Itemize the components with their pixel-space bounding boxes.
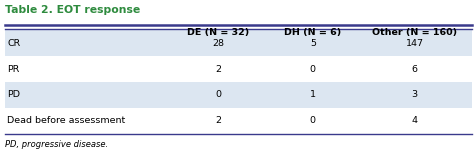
Text: 0: 0 bbox=[310, 116, 316, 125]
Text: DH (N = 6): DH (N = 6) bbox=[284, 28, 341, 37]
Text: Dead before assessment: Dead before assessment bbox=[7, 116, 125, 125]
Text: Other (N = 160): Other (N = 160) bbox=[372, 28, 457, 37]
Text: PR: PR bbox=[7, 64, 19, 74]
Text: 2: 2 bbox=[215, 64, 221, 74]
Text: PD, progressive disease.: PD, progressive disease. bbox=[5, 140, 108, 149]
Text: PD: PD bbox=[7, 90, 20, 99]
Text: 147: 147 bbox=[406, 39, 424, 48]
Text: 1: 1 bbox=[310, 90, 316, 99]
Text: 4: 4 bbox=[412, 116, 418, 125]
Text: 2: 2 bbox=[215, 116, 221, 125]
Text: 3: 3 bbox=[412, 90, 418, 99]
Text: DE (N = 32): DE (N = 32) bbox=[187, 28, 249, 37]
Text: 28: 28 bbox=[212, 39, 224, 48]
Text: 6: 6 bbox=[412, 64, 418, 74]
Text: Table 2. EOT response: Table 2. EOT response bbox=[5, 5, 140, 15]
Text: 0: 0 bbox=[215, 90, 221, 99]
Text: CR: CR bbox=[7, 39, 20, 48]
Text: 0: 0 bbox=[310, 64, 316, 74]
Text: 5: 5 bbox=[310, 39, 316, 48]
